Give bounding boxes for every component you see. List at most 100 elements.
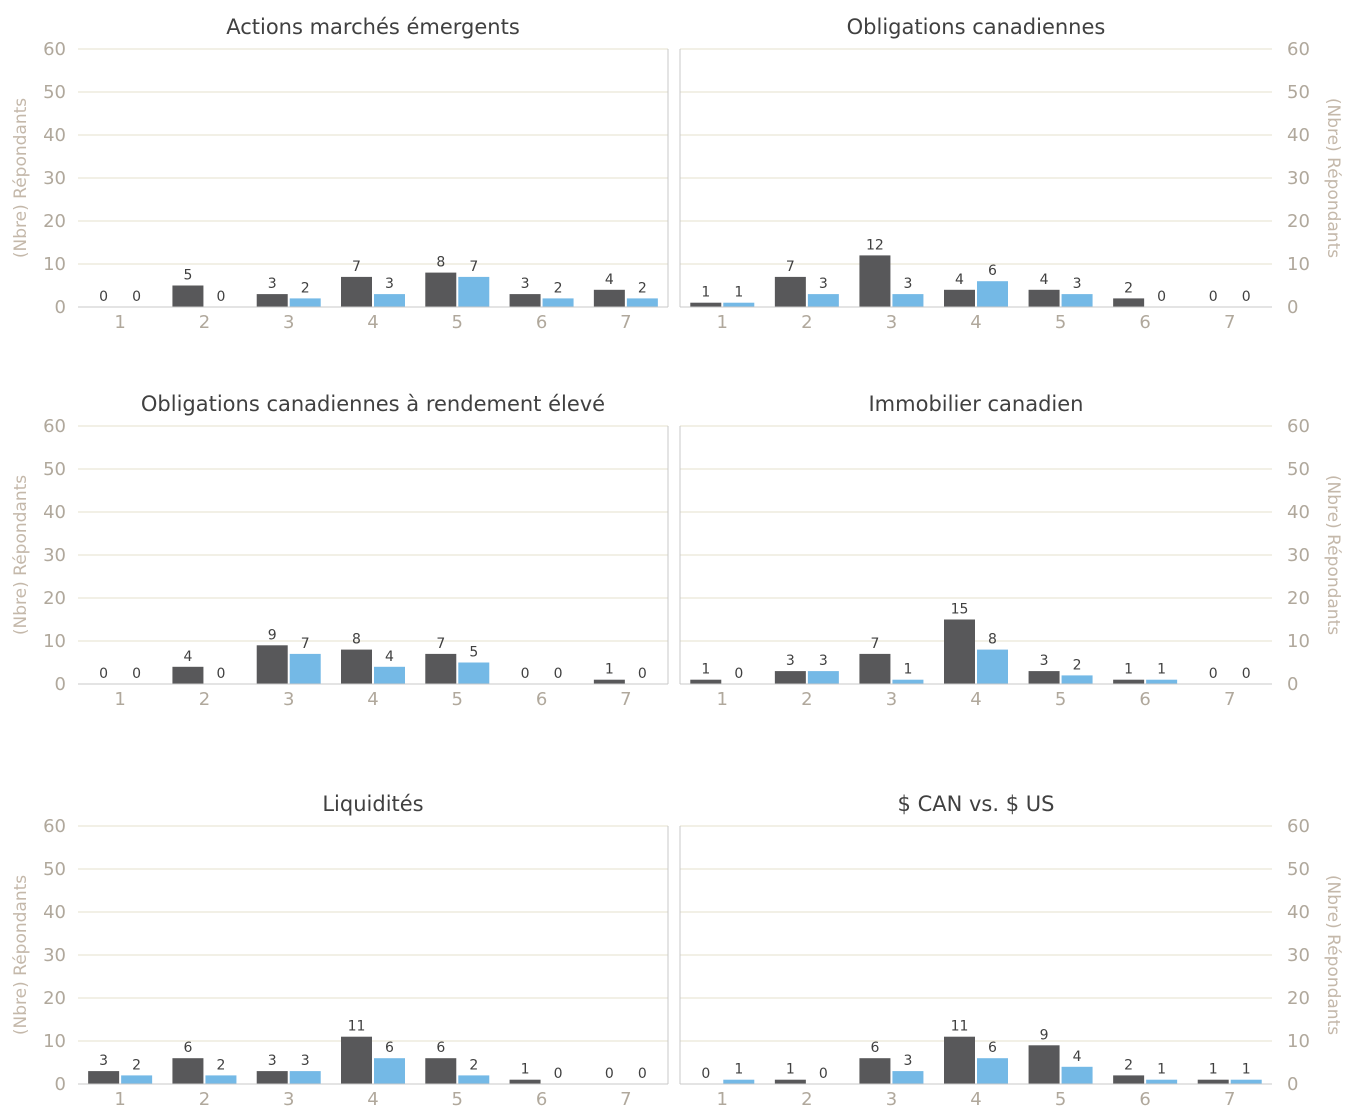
- x-tick-label: 6: [536, 1089, 547, 1107]
- y-axis-label: (Nbre) Répondants: [1323, 98, 1343, 258]
- data-label: 0: [605, 1066, 614, 1082]
- bar: [341, 1036, 372, 1084]
- bar: [774, 276, 806, 307]
- data-label: 4: [1073, 1049, 1082, 1065]
- bar: [774, 1079, 806, 1084]
- y-tick-label: 10: [1287, 254, 1310, 275]
- data-label: 1: [1242, 1062, 1251, 1078]
- data-label: 7: [352, 259, 361, 275]
- data-label: 2: [216, 1057, 225, 1073]
- bar: [774, 671, 806, 684]
- y-tick-label: 30: [1287, 545, 1310, 566]
- bar: [626, 298, 658, 307]
- data-label: 6: [385, 1040, 394, 1056]
- bar: [1146, 679, 1178, 684]
- y-tick-label: 10: [1287, 631, 1310, 652]
- x-tick-label: 3: [886, 689, 897, 710]
- data-label: 0: [216, 666, 225, 682]
- x-tick-label: 5: [1055, 312, 1066, 333]
- bar: [690, 679, 722, 684]
- data-label: 4: [1040, 272, 1049, 288]
- data-label: 0: [99, 289, 108, 305]
- y-axis-label: (Nbre) Répondants: [11, 475, 31, 635]
- bar: [542, 298, 574, 307]
- y-tick-label: 30: [1287, 945, 1310, 966]
- x-tick-label: 7: [1224, 689, 1235, 710]
- data-label: 4: [385, 649, 394, 665]
- data-label: 15: [951, 602, 969, 618]
- bar: [593, 679, 625, 684]
- y-tick-label: 40: [1287, 125, 1310, 146]
- data-label: 6: [436, 1040, 445, 1056]
- bar: [944, 619, 975, 684]
- x-tick-label: 1: [114, 1089, 125, 1107]
- x-tick-label: 7: [620, 312, 631, 333]
- y-tick-label: 20: [43, 588, 66, 609]
- data-label: 0: [1209, 289, 1218, 305]
- data-label: 8: [436, 255, 445, 271]
- y-tick-label: 40: [1287, 502, 1310, 523]
- y-tick-label: 20: [43, 211, 66, 232]
- bar: [256, 294, 288, 307]
- bar: [977, 1058, 1008, 1084]
- x-tick-label: 5: [452, 1089, 463, 1107]
- y-tick-label: 60: [1287, 416, 1310, 437]
- bar: [859, 255, 891, 307]
- bar: [1113, 1075, 1145, 1084]
- data-label: 5: [183, 268, 192, 284]
- data-label: 0: [734, 666, 743, 682]
- data-label: 7: [301, 636, 310, 652]
- bar: [458, 662, 490, 684]
- bar: [341, 649, 372, 684]
- bar: [977, 281, 1008, 307]
- data-label: 3: [301, 1053, 310, 1069]
- bar: [1230, 1079, 1262, 1084]
- data-label: 0: [1242, 289, 1251, 305]
- data-label: 6: [988, 263, 997, 279]
- data-label: 11: [348, 1019, 366, 1035]
- data-label: 1: [1157, 662, 1166, 678]
- bar: [289, 653, 321, 684]
- bar: [205, 1075, 237, 1084]
- data-label: 3: [903, 276, 912, 292]
- data-label: 0: [1242, 666, 1251, 682]
- x-tick-label: 3: [283, 689, 294, 710]
- bar: [121, 1075, 153, 1084]
- x-tick-label: 3: [886, 312, 897, 333]
- data-label: 7: [870, 636, 879, 652]
- data-label: 1: [605, 662, 614, 678]
- bar: [1061, 294, 1093, 307]
- y-axis-label: (Nbre) Répondants: [11, 98, 31, 258]
- bar: [1028, 289, 1060, 307]
- data-label: 3: [385, 276, 394, 292]
- x-tick-label: 1: [717, 1089, 728, 1107]
- data-label: 3: [819, 276, 828, 292]
- bar: [172, 1058, 204, 1084]
- bar: [1028, 671, 1060, 684]
- data-label: 0: [132, 289, 141, 305]
- data-label: 7: [469, 259, 478, 275]
- x-tick-label: 4: [970, 312, 981, 333]
- y-axis-label: (Nbre) Répondants: [1323, 475, 1343, 635]
- data-label: 2: [1124, 1057, 1133, 1073]
- data-label: 4: [955, 272, 964, 288]
- x-tick-label: 3: [283, 312, 294, 333]
- data-label: 0: [1157, 289, 1166, 305]
- bar: [1146, 1079, 1178, 1084]
- data-label: 1: [521, 1062, 530, 1078]
- y-tick-label: 0: [1287, 297, 1298, 318]
- bar: [1061, 1066, 1093, 1084]
- y-tick-label: 20: [43, 988, 66, 1009]
- bar: [977, 649, 1008, 684]
- y-tick-label: 20: [1287, 588, 1310, 609]
- data-label: 2: [469, 1057, 478, 1073]
- y-tick-label: 30: [43, 545, 66, 566]
- y-tick-label: 60: [43, 416, 66, 437]
- data-label: 9: [268, 627, 277, 643]
- data-label: 1: [1157, 1062, 1166, 1078]
- x-tick-label: 2: [801, 1089, 812, 1107]
- data-label: 1: [786, 1062, 795, 1078]
